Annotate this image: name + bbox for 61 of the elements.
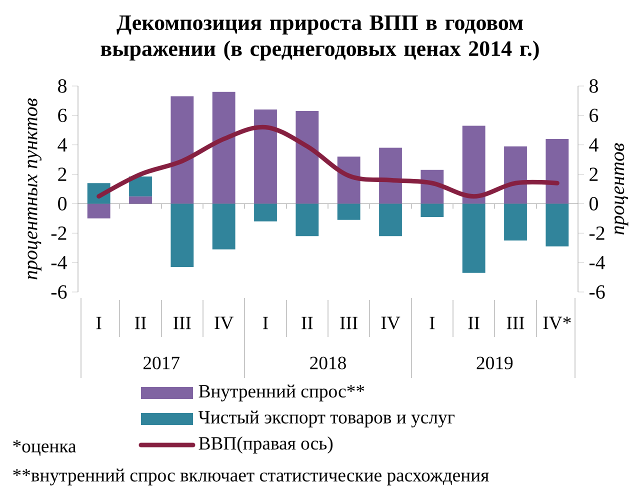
x-tick-label: II [302,316,313,330]
y2-tick-label: 4 [589,138,598,152]
bar [254,204,277,222]
y-axis-title: процентных пунктов [28,98,42,280]
x-tick-label: II [468,316,480,330]
y-tick-label: -4 [51,256,67,270]
x-tick-label: IV [214,316,234,330]
text: *оценка [13,440,76,456]
text: 2019 [476,356,513,370]
bar [254,110,277,204]
y-tick-label: 8 [58,79,67,93]
bar [296,204,319,236]
bar [462,126,486,204]
legend-label: Внутренний спрос** [198,384,364,402]
bar [504,146,527,204]
x-tick-label: III [340,316,358,330]
y-tick-label: 2 [58,168,66,181]
x-tick-label: III [506,316,524,330]
y2-tick-label: 0 [589,196,598,210]
text: 2017 [143,356,180,370]
x-tick-label: I [263,316,268,330]
legend-label: Чистый экспорт товаров и услуг [198,410,454,428]
x-tick-label: II [134,316,146,330]
y2-tick-label: 2 [590,168,598,181]
y-tick-label: 4 [58,138,67,152]
bar [379,204,402,236]
y2-axis-title: процентов [614,143,628,234]
line-series [96,124,560,199]
bar [296,111,319,204]
bar [129,196,152,204]
x-tick-label: IV* [543,316,571,330]
bar [504,204,527,240]
text: **внутренний спрос включает статистические расхождения [13,468,489,486]
bar [379,148,402,204]
y2-tick-label: 8 [589,79,598,93]
x-tick-label: I [96,316,102,330]
x-tick-label: I [430,316,435,330]
bar [212,92,236,204]
y2-tick-label: -2 [589,226,604,240]
y2-tick-label: 6 [590,108,598,122]
bar [212,204,236,250]
x-tick-label: IV [381,316,400,330]
bar [420,204,444,217]
y-tick-label: 6 [58,108,67,122]
bar [129,176,152,196]
chart-title: Декомпозиция прироста ВПП в годовом выражении (в среднегодовых ценах 2014 г.) [100,15,539,61]
bar [546,204,569,246]
bar [462,204,486,273]
y-tick-label: -6 [51,285,67,299]
text: 2018 [310,356,346,370]
y-tick-label: -2 [51,226,66,240]
x-tick-label: III [174,316,191,330]
y-tick-label: 0 [58,196,67,210]
legend-label: ВВП(правая ось) [198,436,333,454]
bar [337,204,360,220]
bar [87,204,110,218]
bar [170,96,194,204]
y2-tick-label: -4 [589,256,606,270]
bar [170,204,194,267]
y2-tick-label: -6 [589,285,605,299]
bar [546,138,569,204]
